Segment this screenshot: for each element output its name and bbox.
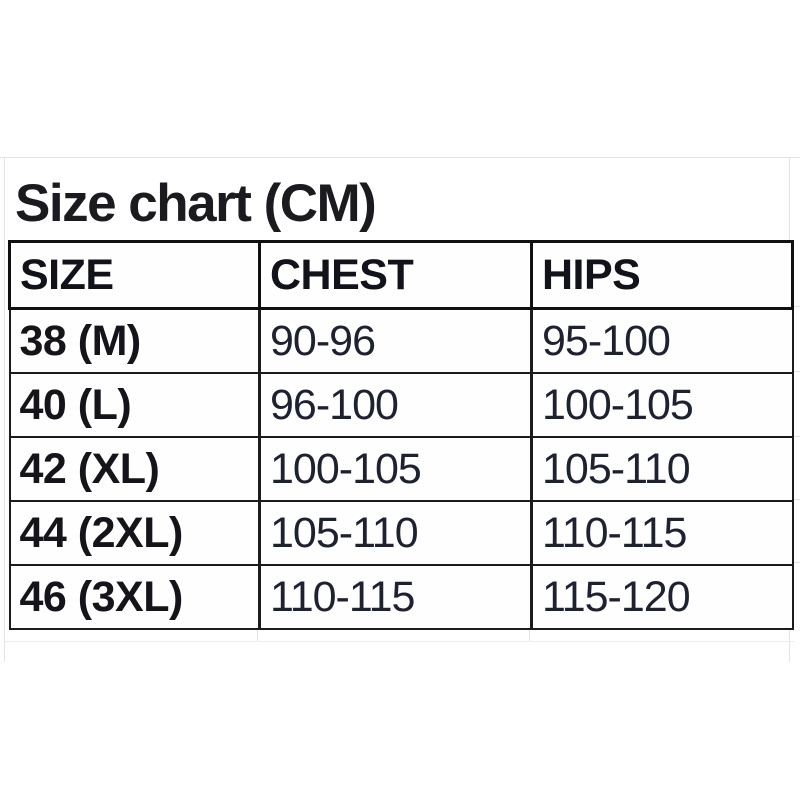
size-cell: 38 (M) (8, 307, 261, 374)
hips-cell: 110-115 (530, 500, 794, 566)
gridline-stub-col2 (529, 627, 530, 641)
hips-cell: 100-105 (530, 372, 794, 438)
hips-cell: 115-120 (530, 564, 794, 630)
header-cell-hips: HIPS (530, 240, 794, 310)
table-row-40l: 40 (L) 96-100 100-105 (8, 372, 794, 438)
size-cell: 42 (XL) (8, 436, 261, 502)
size-chart-table: SIZE CHEST HIPS 38 (M) 90-96 95-100 40 (… (8, 240, 794, 630)
chest-cell: 110-115 (258, 564, 533, 630)
page-title: Size chart (CM) (15, 174, 377, 233)
gridline-top (0, 157, 800, 158)
hips-cell: 95-100 (530, 307, 794, 374)
chest-cell: 96-100 (258, 372, 533, 438)
gridline-right-lower (789, 627, 790, 662)
gridline-stub-row3 (791, 436, 800, 437)
gridline-stub-col1 (257, 627, 258, 641)
gridline-stub-row1 (791, 306, 800, 307)
table-row-38m: 38 (M) 90-96 95-100 (8, 307, 794, 374)
table-row-44-2xl: 44 (2XL) 105-110 110-115 (8, 500, 794, 566)
gridline-right-upper (789, 157, 790, 241)
chest-cell: 90-96 (258, 307, 533, 374)
gridline-stub-row2 (791, 371, 800, 372)
size-cell: 40 (L) (8, 372, 261, 438)
gridline-stub-row4 (791, 499, 800, 500)
header-row: SIZE CHEST HIPS (8, 240, 794, 310)
size-cell: 44 (2XL) (8, 500, 261, 566)
gridline-left (4, 157, 5, 662)
chest-cell: 105-110 (258, 500, 533, 566)
table-row-42xl: 42 (XL) 100-105 105-110 (8, 436, 794, 502)
gridline-stub-row5 (791, 562, 800, 563)
header-cell-size: SIZE (8, 240, 261, 310)
table-row-46-3xl: 46 (3XL) 110-115 115-120 (8, 564, 794, 630)
header-cell-chest: CHEST (258, 240, 533, 310)
hips-cell: 105-110 (530, 436, 794, 502)
gridline-bottom (4, 641, 794, 642)
chest-cell: 100-105 (258, 436, 533, 502)
size-cell: 46 (3XL) (8, 564, 261, 630)
